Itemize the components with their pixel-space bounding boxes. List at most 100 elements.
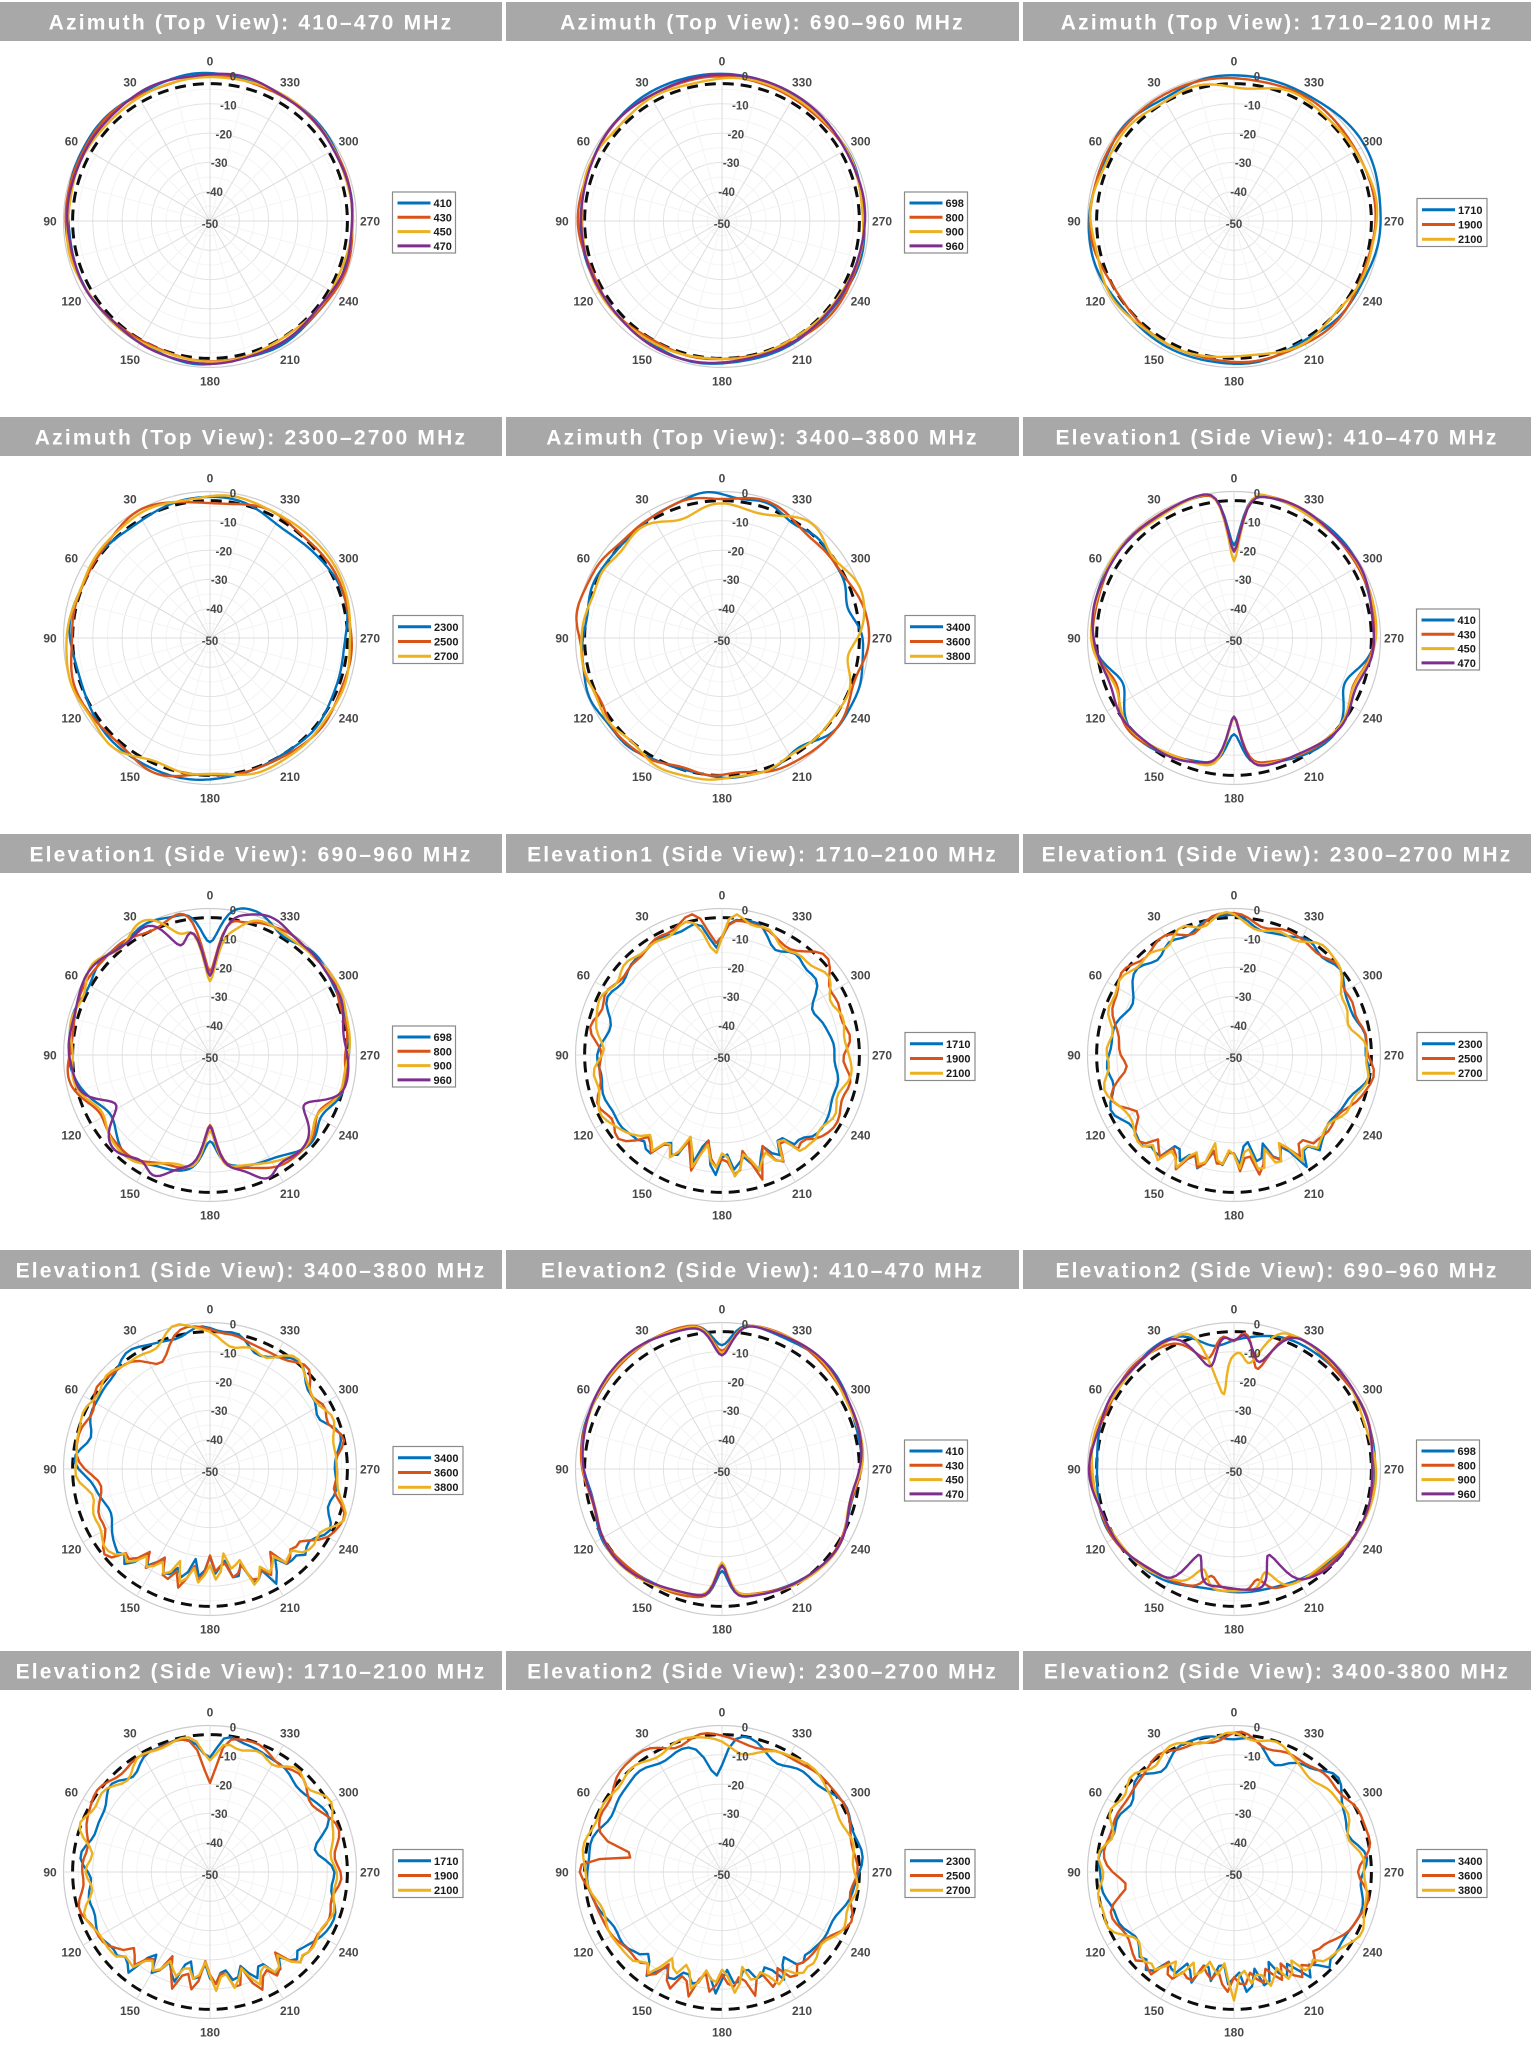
svg-text:30: 30 bbox=[1147, 910, 1161, 924]
svg-text:240: 240 bbox=[851, 1945, 871, 1959]
svg-text:-10: -10 bbox=[732, 1348, 749, 1360]
svg-text:Elevation2 (Side View): 690–96: Elevation2 (Side View): 690–960 MHz bbox=[1055, 1260, 1498, 1283]
svg-text:410: 410 bbox=[1458, 615, 1476, 627]
svg-text:300: 300 bbox=[339, 134, 359, 148]
svg-text:300: 300 bbox=[851, 551, 871, 565]
svg-text:90: 90 bbox=[43, 214, 57, 228]
svg-text:300: 300 bbox=[851, 1382, 871, 1396]
svg-text:180: 180 bbox=[1224, 374, 1244, 388]
svg-text:90: 90 bbox=[1067, 1865, 1081, 1879]
svg-text:430: 430 bbox=[1458, 629, 1476, 641]
svg-text:330: 330 bbox=[792, 1727, 812, 1741]
svg-text:-10: -10 bbox=[1244, 934, 1261, 946]
svg-text:410: 410 bbox=[946, 1446, 964, 1458]
svg-text:90: 90 bbox=[1067, 1462, 1081, 1476]
svg-text:120: 120 bbox=[573, 711, 593, 725]
svg-text:3600: 3600 bbox=[1458, 1870, 1482, 1882]
svg-text:150: 150 bbox=[632, 2004, 652, 2018]
svg-text:120: 120 bbox=[573, 1542, 593, 1556]
svg-text:90: 90 bbox=[555, 631, 569, 645]
svg-text:0: 0 bbox=[230, 1319, 236, 1331]
svg-text:-20: -20 bbox=[1239, 1780, 1256, 1792]
svg-text:300: 300 bbox=[1363, 134, 1383, 148]
svg-text:270: 270 bbox=[1384, 1048, 1404, 1062]
svg-text:2700: 2700 bbox=[434, 651, 458, 663]
svg-text:-40: -40 bbox=[1230, 1838, 1247, 1850]
svg-text:-20: -20 bbox=[215, 129, 232, 141]
svg-text:240: 240 bbox=[1363, 1128, 1383, 1142]
svg-text:698: 698 bbox=[946, 198, 964, 210]
svg-text:Elevation2 (Side View): 3400-3: Elevation2 (Side View): 3400-3800 MHz bbox=[1044, 1661, 1510, 1684]
svg-text:-40: -40 bbox=[206, 604, 223, 616]
svg-text:240: 240 bbox=[1363, 1945, 1383, 1959]
svg-text:2300: 2300 bbox=[946, 1856, 970, 1868]
svg-text:300: 300 bbox=[339, 968, 359, 982]
svg-text:-50: -50 bbox=[202, 1467, 219, 1479]
svg-text:300: 300 bbox=[851, 134, 871, 148]
svg-text:90: 90 bbox=[43, 1865, 57, 1879]
svg-text:210: 210 bbox=[280, 2004, 300, 2018]
svg-text:210: 210 bbox=[792, 1601, 812, 1615]
svg-text:120: 120 bbox=[1085, 711, 1105, 725]
svg-text:240: 240 bbox=[851, 294, 871, 308]
svg-text:180: 180 bbox=[200, 1622, 220, 1636]
svg-text:270: 270 bbox=[1384, 1865, 1404, 1879]
svg-text:-20: -20 bbox=[727, 963, 744, 975]
svg-text:270: 270 bbox=[872, 631, 892, 645]
svg-text:-50: -50 bbox=[714, 1870, 731, 1882]
svg-text:Azimuth (Top View): 2300–2700: Azimuth (Top View): 2300–2700 MHz bbox=[35, 427, 467, 450]
svg-text:Elevation1 (Side View): 2300–2: Elevation1 (Side View): 2300–2700 MHz bbox=[1042, 844, 1513, 867]
svg-text:0: 0 bbox=[230, 905, 236, 917]
svg-text:960: 960 bbox=[1458, 1489, 1476, 1501]
svg-text:3400: 3400 bbox=[946, 622, 970, 634]
svg-text:-10: -10 bbox=[732, 934, 749, 946]
svg-text:30: 30 bbox=[123, 1727, 137, 1741]
svg-text:0: 0 bbox=[1231, 1302, 1238, 1316]
svg-text:90: 90 bbox=[555, 1462, 569, 1476]
svg-text:180: 180 bbox=[712, 374, 732, 388]
svg-text:-20: -20 bbox=[727, 129, 744, 141]
svg-text:Azimuth (Top View): 410–470 MH: Azimuth (Top View): 410–470 MHz bbox=[49, 12, 454, 35]
svg-text:0: 0 bbox=[719, 54, 726, 68]
svg-text:-40: -40 bbox=[718, 1021, 735, 1033]
svg-text:450: 450 bbox=[434, 227, 452, 239]
svg-text:-20: -20 bbox=[727, 1780, 744, 1792]
svg-text:270: 270 bbox=[872, 1462, 892, 1476]
svg-text:0: 0 bbox=[230, 71, 236, 83]
svg-text:-30: -30 bbox=[723, 158, 740, 170]
svg-text:450: 450 bbox=[946, 1475, 964, 1487]
svg-text:698: 698 bbox=[1458, 1446, 1476, 1458]
svg-text:3800: 3800 bbox=[946, 651, 970, 663]
svg-text:270: 270 bbox=[872, 1865, 892, 1879]
svg-text:60: 60 bbox=[577, 1382, 591, 1396]
svg-text:150: 150 bbox=[632, 353, 652, 367]
svg-text:60: 60 bbox=[1089, 968, 1103, 982]
svg-text:-50: -50 bbox=[202, 1053, 219, 1065]
svg-text:240: 240 bbox=[1363, 1542, 1383, 1556]
svg-text:30: 30 bbox=[123, 493, 137, 507]
svg-text:120: 120 bbox=[573, 1128, 593, 1142]
svg-text:1710: 1710 bbox=[946, 1039, 970, 1051]
svg-text:-10: -10 bbox=[732, 517, 749, 529]
svg-text:180: 180 bbox=[712, 791, 732, 805]
svg-text:150: 150 bbox=[1144, 1187, 1164, 1201]
svg-text:120: 120 bbox=[61, 1128, 81, 1142]
svg-text:800: 800 bbox=[946, 212, 964, 224]
svg-text:90: 90 bbox=[555, 214, 569, 228]
svg-text:210: 210 bbox=[280, 353, 300, 367]
svg-text:150: 150 bbox=[120, 1187, 140, 1201]
svg-text:-30: -30 bbox=[723, 992, 740, 1004]
svg-text:2700: 2700 bbox=[1458, 1068, 1482, 1080]
svg-text:-20: -20 bbox=[1239, 129, 1256, 141]
svg-text:-10: -10 bbox=[732, 100, 749, 112]
svg-text:60: 60 bbox=[577, 134, 591, 148]
svg-text:698: 698 bbox=[434, 1032, 452, 1044]
svg-text:2100: 2100 bbox=[434, 1885, 458, 1897]
svg-text:270: 270 bbox=[1384, 1462, 1404, 1476]
svg-text:330: 330 bbox=[792, 76, 812, 90]
svg-text:Elevation2 (Side View): 2300–2: Elevation2 (Side View): 2300–2700 MHz bbox=[527, 1661, 998, 1684]
svg-text:330: 330 bbox=[280, 1324, 300, 1338]
svg-text:-40: -40 bbox=[206, 1021, 223, 1033]
svg-text:30: 30 bbox=[123, 910, 137, 924]
svg-text:150: 150 bbox=[1144, 770, 1164, 784]
